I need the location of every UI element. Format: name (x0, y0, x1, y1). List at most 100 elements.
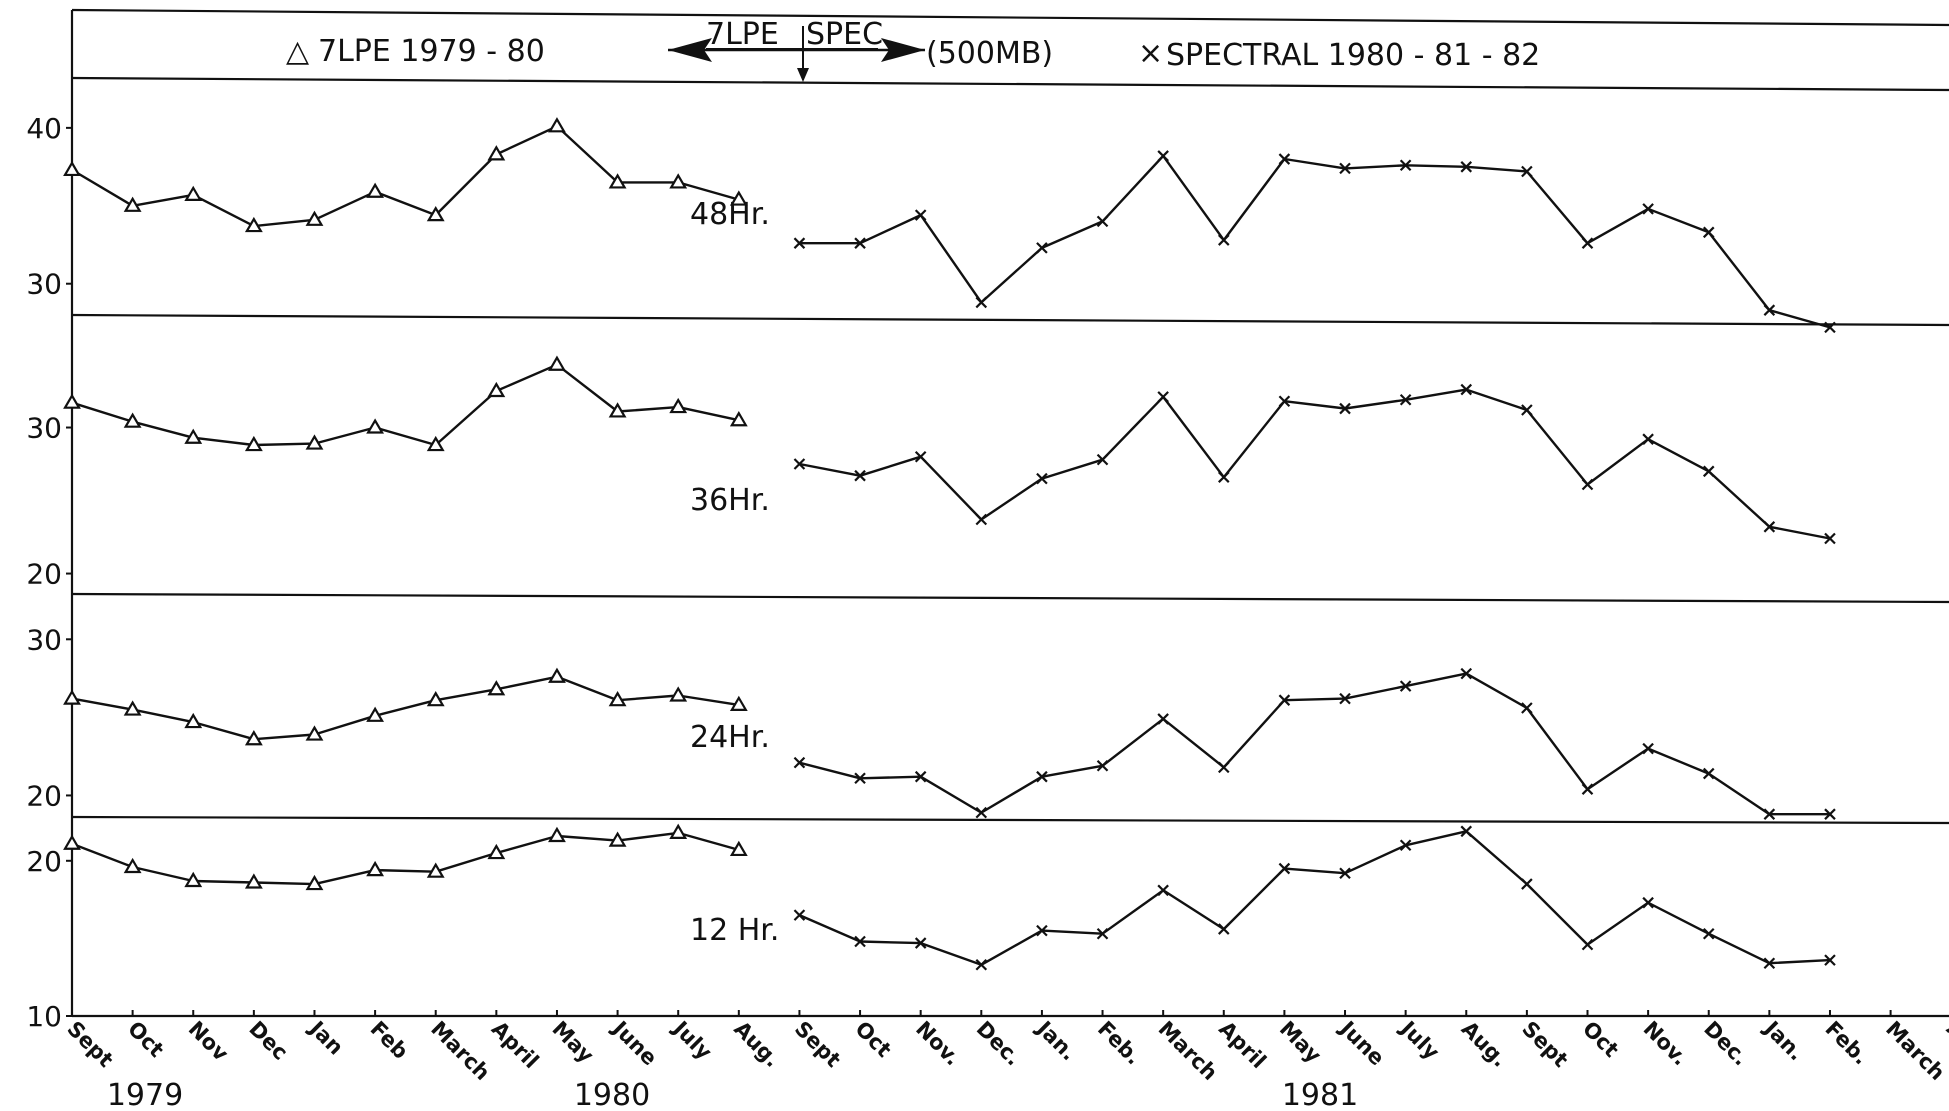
panel-label: 48Hr. (690, 197, 770, 232)
data-point-cross (854, 469, 866, 482)
data-point-triangle (244, 216, 263, 233)
data-point-triangle (487, 843, 506, 860)
data-point-triangle (244, 435, 263, 452)
data-point-cross (1763, 808, 1776, 820)
x-tick-label: Aug. (1457, 1017, 1512, 1072)
legend-triangle-symbol: △ (286, 34, 309, 69)
data-point-cross (975, 513, 988, 526)
data-point-cross (1096, 927, 1109, 940)
data-point-cross (1702, 465, 1715, 478)
data-point-cross (1157, 150, 1169, 162)
data-point-cross (854, 935, 866, 948)
data-point-triangle (608, 173, 627, 189)
legend-switch-pointer-arrowhead-icon (797, 68, 809, 82)
data-point-cross (1339, 692, 1351, 705)
data-point-cross (1521, 404, 1533, 416)
data-point-cross (1218, 761, 1230, 774)
x-tick-label: Dec. (972, 1017, 1026, 1071)
data-point-cross (914, 770, 927, 783)
data-point-cross (1702, 927, 1715, 940)
legend: △ 7LPE 1979 - 80 7LPE SPEC (500MB) × SPE… (286, 17, 1540, 82)
data-point-cross (1218, 471, 1230, 483)
data-point-cross (1218, 923, 1230, 935)
data-point-triangle (123, 196, 142, 212)
data-point-cross (1036, 924, 1048, 937)
legend-switch-left-label: 7LPE (706, 17, 779, 52)
data-point-triangle (184, 185, 203, 201)
x-tick-label: Jan. (1031, 1015, 1081, 1065)
legend-top-border (71, 8, 1949, 27)
legend-switch-right-label: SPEC (806, 17, 883, 52)
data-point-triangle (548, 667, 566, 683)
series-line-cross (799, 388, 1831, 540)
data-point-cross (1824, 808, 1836, 820)
data-point-cross (1702, 767, 1715, 780)
data-point-cross (1460, 383, 1473, 396)
x-tick-label: May (1275, 1017, 1326, 1068)
x-tick-label: Feb (366, 1017, 413, 1064)
data-point-triangle (184, 428, 203, 444)
data-point-triangle (123, 857, 142, 874)
x-tick-label: Ap (1942, 1017, 1949, 1056)
panel-divider-36-24 (71, 592, 1949, 604)
panel-label: 36Hr. (690, 483, 770, 518)
data-point-cross (1399, 159, 1412, 172)
series-line-triangle (71, 831, 740, 886)
legend-cross-symbol: × (1138, 36, 1163, 71)
data-point-cross (1096, 760, 1109, 772)
data-point-triangle (608, 691, 627, 707)
data-point-triangle (426, 435, 445, 452)
series-line-cross (798, 830, 1831, 966)
y-tick-label: 30 (26, 412, 62, 445)
x-tick-label: July (667, 1015, 716, 1064)
panel-3: 30 20 24Hr. (26, 623, 1836, 820)
panel-2: 30 20 36Hr. (26, 355, 1836, 591)
x-tick-label: Feb. (1820, 1017, 1873, 1070)
y-tick-label: 10 (26, 1000, 62, 1033)
data-point-cross (1278, 395, 1291, 408)
data-point-triangle (305, 725, 324, 741)
data-point-cross (914, 450, 927, 463)
data-point-triangle (123, 700, 142, 716)
data-point-triangle (548, 826, 566, 843)
y-tick-label: 20 (26, 779, 62, 812)
y-tick-label: 30 (26, 623, 62, 656)
data-point-cross (1339, 162, 1351, 175)
legend-level-label: (500MB) (926, 36, 1053, 71)
data-point-cross (1036, 242, 1048, 254)
x-tick-label: Sept (62, 1017, 117, 1072)
data-point-cross (1278, 153, 1291, 165)
panel-label: 24Hr. (690, 720, 770, 755)
data-point-cross (1399, 839, 1412, 852)
panel-divider-48-36 (71, 313, 1949, 327)
data-point-cross (1581, 783, 1594, 795)
data-point-cross (1460, 667, 1473, 680)
data-point-cross (1824, 321, 1836, 334)
data-point-cross (1824, 954, 1836, 966)
data-point-triangle (729, 411, 748, 427)
x-tick-label: Oct (851, 1017, 896, 1062)
x-year-label: 1981 (1282, 1078, 1358, 1111)
panels-layer: 40 30 48Hr. 30 20 36Hr. 30 20 24Hr. 20 10 12 Hr. (26, 112, 1836, 1033)
data-point-triangle (123, 412, 142, 428)
data-point-cross (1581, 237, 1594, 249)
x-tick-label: April (1214, 1017, 1271, 1074)
data-point-cross (793, 756, 806, 769)
data-point-cross (1036, 472, 1048, 485)
data-point-cross (1642, 433, 1654, 445)
data-point-triangle (608, 831, 627, 847)
data-point-triangle (426, 862, 445, 878)
x-tick-label: Dec. (1699, 1017, 1753, 1071)
data-point-triangle (184, 871, 203, 888)
data-point-triangle (305, 874, 324, 891)
legend-bottom-border (71, 76, 1949, 92)
data-point-cross (1157, 884, 1169, 897)
legend-right-arrowhead-icon (881, 38, 925, 62)
legend-cross-label: SPECTRAL 1980 - 81 - 82 (1166, 38, 1540, 73)
data-point-cross (975, 296, 988, 309)
data-point-cross (1278, 694, 1291, 706)
data-point-cross (854, 237, 866, 249)
data-point-triangle (366, 860, 385, 877)
